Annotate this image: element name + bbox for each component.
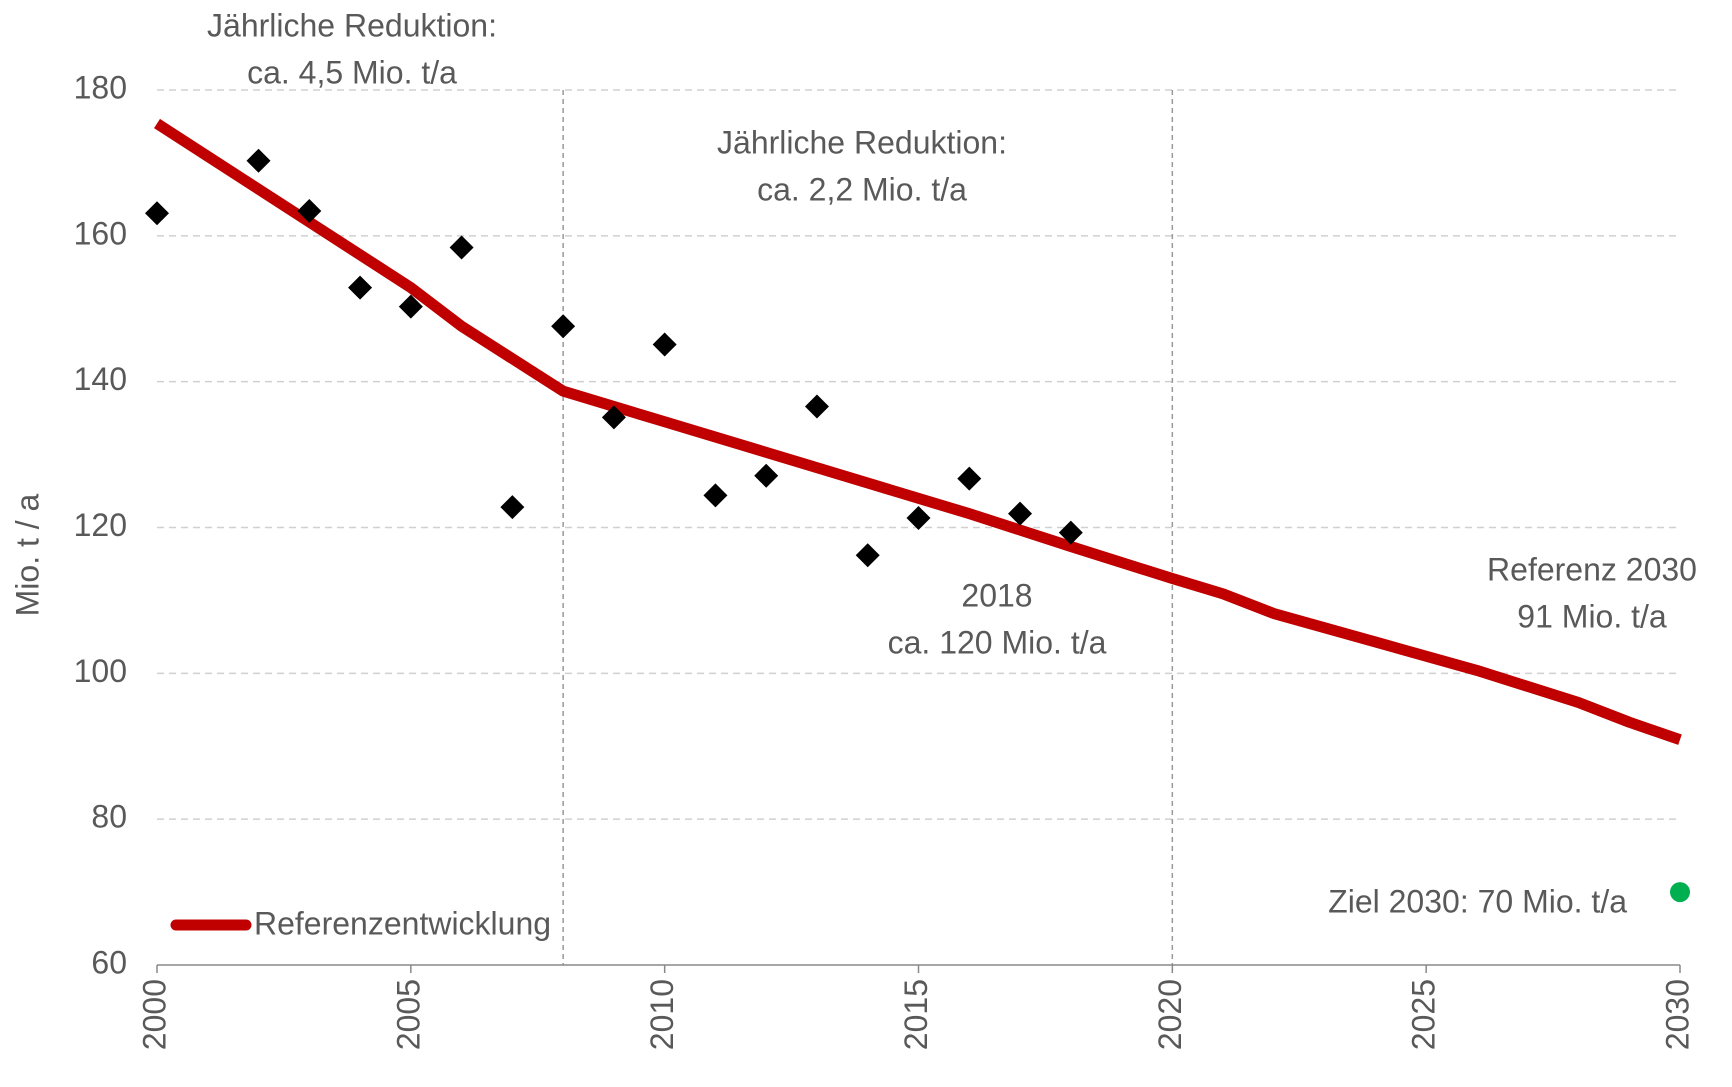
legend-label: Referenzentwicklung — [254, 905, 551, 941]
point — [297, 199, 322, 224]
y-tick-label: 100 — [74, 653, 127, 689]
x-tick-label: 2030 — [1659, 979, 1695, 1050]
point — [601, 405, 626, 430]
point — [804, 394, 829, 419]
point — [855, 543, 880, 568]
point — [398, 294, 423, 319]
point — [500, 495, 525, 520]
x-tick-label: 2025 — [1406, 979, 1442, 1050]
point — [1008, 501, 1033, 526]
target-point — [1670, 882, 1690, 903]
x-tick-label: 2010 — [644, 979, 680, 1050]
annotation: ca. 2,2 Mio. t/a — [757, 171, 967, 207]
annotation: 91 Mio. t/a — [1517, 598, 1667, 634]
annotation: ca. 120 Mio. t/a — [888, 624, 1107, 660]
point — [449, 235, 474, 260]
y-axis-label: Mio. t / a — [9, 493, 45, 616]
annotation: Jährliche Reduktion: — [207, 7, 497, 43]
y-tick-label: 180 — [74, 69, 127, 105]
annotation: Ziel 2030: 70 Mio. t/a — [1328, 883, 1627, 919]
y-tick-label: 140 — [74, 361, 127, 397]
point — [145, 201, 169, 226]
point — [348, 275, 373, 300]
y-tick-label: 80 — [91, 799, 127, 835]
point — [1058, 520, 1083, 545]
annotation: ca. 4,5 Mio. t/a — [247, 54, 457, 90]
line — [154, 118, 1682, 745]
point — [957, 466, 982, 491]
point — [754, 463, 779, 488]
x-tick-label: 2015 — [898, 979, 934, 1050]
y-tick-label: 160 — [74, 215, 127, 251]
point — [703, 483, 728, 508]
annotation: Jährliche Reduktion: — [717, 124, 1007, 160]
point — [652, 332, 677, 357]
x-tick-label: 2020 — [1152, 979, 1188, 1050]
annotation: 2018 — [961, 577, 1032, 613]
annotation: Referenz 2030 — [1487, 551, 1697, 587]
point — [906, 506, 931, 531]
point — [551, 314, 576, 339]
y-tick-label: 60 — [91, 944, 127, 980]
y-tick-label: 120 — [74, 507, 127, 543]
x-tick-label: 2005 — [390, 979, 426, 1050]
x-tick-label: 2000 — [136, 979, 172, 1050]
point — [246, 148, 271, 173]
